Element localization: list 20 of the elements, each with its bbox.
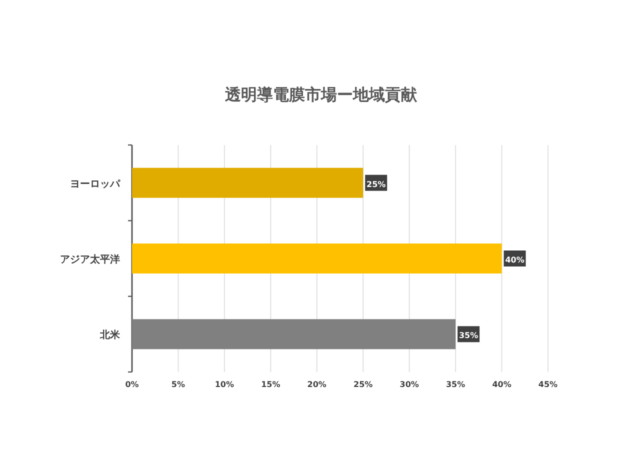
bar xyxy=(132,168,364,198)
x-tick-label: 45% xyxy=(538,380,558,389)
x-tick-label: 35% xyxy=(446,380,466,389)
y-tick-label: アジア太平洋 xyxy=(60,254,120,266)
chart-title: 透明導電膜市場ー地域貢献 xyxy=(224,85,418,104)
x-tick-label: 15% xyxy=(261,380,280,389)
data-label: 25% xyxy=(366,180,386,189)
x-tick-label: 20% xyxy=(307,380,326,389)
data-label: 40% xyxy=(505,256,524,264)
x-tick-label: 5% xyxy=(171,380,186,389)
x-tick-label: 10% xyxy=(214,380,234,389)
y-tick-label: 北米 xyxy=(99,329,121,342)
x-tick-label: 25% xyxy=(354,380,373,389)
x-tick-label: 0% xyxy=(125,380,139,389)
data-label: 35% xyxy=(458,331,478,340)
x-tick-label: 30% xyxy=(400,380,419,389)
x-tick-label: 40% xyxy=(492,380,512,389)
bar xyxy=(132,319,456,350)
bar xyxy=(132,244,502,274)
y-tick-label: ヨーロッパ xyxy=(70,178,121,190)
